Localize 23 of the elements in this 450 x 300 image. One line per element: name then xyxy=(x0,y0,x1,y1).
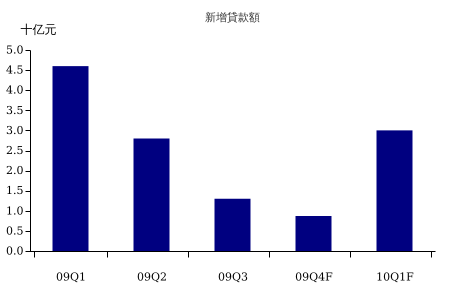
y-tick-label: 3.5 xyxy=(6,104,24,117)
y-tick-label: 3.0 xyxy=(6,124,24,137)
x-tick-label: 10Q1F xyxy=(376,270,414,284)
bar xyxy=(296,216,332,251)
y-tick-label: 4.0 xyxy=(6,84,24,97)
x-tick-label: 09Q2 xyxy=(136,270,168,284)
y-tick-label: 0.0 xyxy=(6,244,24,258)
y-tick-label: 2.0 xyxy=(6,164,24,178)
x-tick-label: 09Q3 xyxy=(218,270,248,284)
bar xyxy=(134,138,170,251)
y-tick-label: 0.5 xyxy=(6,224,24,238)
y-tick-label: 1.0 xyxy=(6,204,24,218)
bar xyxy=(214,198,250,251)
y-tick-label: 2.5 xyxy=(6,144,24,157)
bar xyxy=(376,130,412,251)
y-axis-title: 十亿元 xyxy=(20,22,56,36)
y-tick-label: 1.5 xyxy=(6,184,24,198)
y-tick-label: 4.5 xyxy=(6,64,24,77)
bar xyxy=(52,66,88,251)
y-tick-label: 5.0 xyxy=(6,44,24,56)
x-tick-label: 09Q4F xyxy=(295,270,334,284)
x-tick-label: 09Q1 xyxy=(56,270,86,284)
chart-title: 新增貸款額 xyxy=(205,11,260,24)
